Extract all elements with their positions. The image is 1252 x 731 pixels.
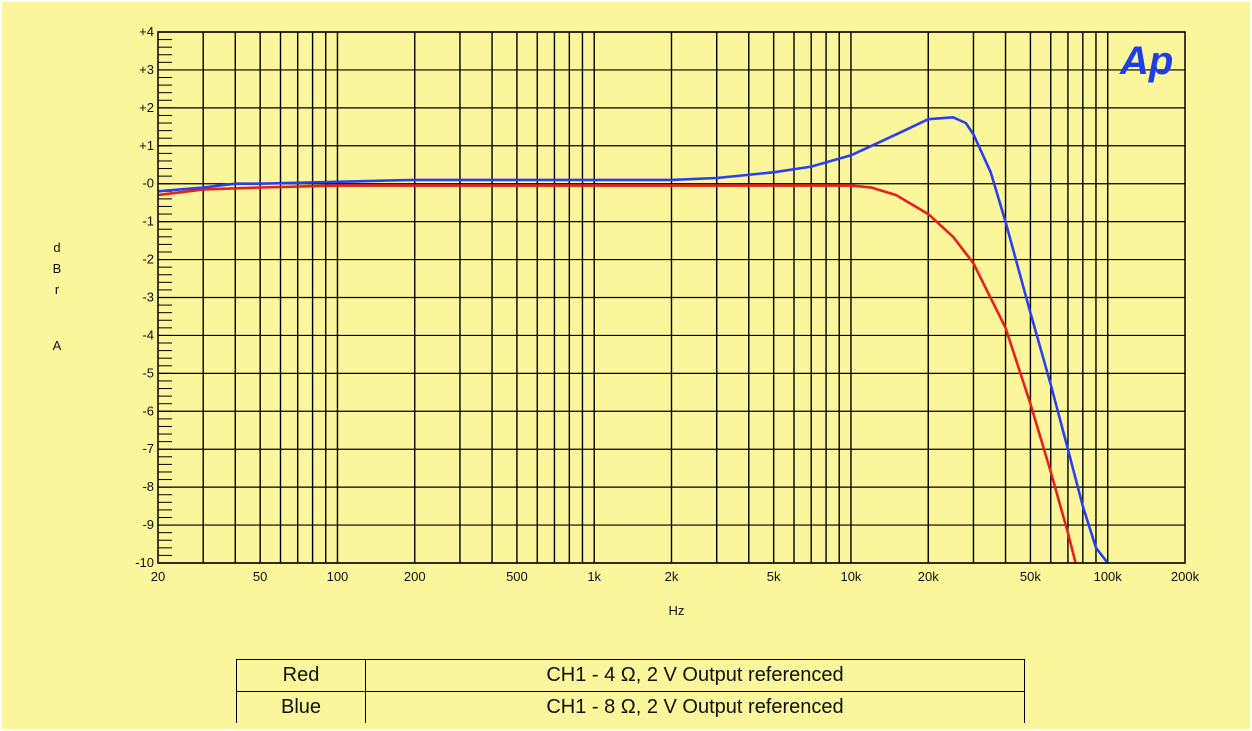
y-tick-labels: +4 +3 +2 +1 -0 -1 -2 -3 -4 -5 -6 -7 -8 -9 -10	[135, 24, 154, 570]
x-tick-label: 50k	[1020, 569, 1041, 584]
x-tick-label: 1k	[587, 569, 601, 584]
x-tick-label: 100	[327, 569, 349, 584]
legend-series-name: Red	[236, 659, 366, 692]
series-line-1	[157, 116, 1109, 564]
y-tick-label: -3	[142, 290, 154, 305]
legend-series-description: CH1 - 4 Ω, 2 V Output referenced	[365, 659, 1025, 692]
y-axis-label-letter: r	[55, 282, 60, 297]
x-tick-label: 100k	[1094, 569, 1123, 584]
y-tick-label: -4	[142, 327, 154, 342]
legend-row: Blue CH1 - 8 Ω, 2 V Output referenced	[236, 691, 1025, 723]
plot-frame	[157, 31, 1186, 564]
y-tick-label: -1	[142, 214, 154, 229]
y-tick-label: -9	[142, 517, 154, 532]
y-tick-label: -6	[142, 403, 154, 418]
x-tick-label: 10k	[840, 569, 861, 584]
x-tick-label: 20	[151, 569, 165, 584]
y-tick-label: -5	[142, 365, 154, 380]
y-tick-label: +2	[139, 100, 154, 115]
series-line-0	[157, 184, 1077, 564]
y-tick-label: +4	[139, 24, 154, 39]
major-grid	[158, 31, 1185, 564]
legend-row: Red CH1 - 4 Ω, 2 V Output referenced	[236, 659, 1025, 692]
y-tick-label: -2	[142, 252, 154, 267]
legend-series-description: CH1 - 8 Ω, 2 V Output referenced	[365, 691, 1025, 723]
y-tick-label: -7	[142, 441, 154, 456]
legend-table: Red CH1 - 4 Ω, 2 V Output referenced Blu…	[236, 659, 1025, 723]
y-tick-label: -8	[142, 479, 154, 494]
audio-precision-logo: Ap	[1119, 39, 1173, 83]
x-tick-label: 5k	[767, 569, 781, 584]
y-tick-label: +1	[139, 138, 154, 153]
y-axis-label: dBr A	[53, 240, 62, 353]
x-axis-label: Hz	[669, 603, 685, 618]
y-axis-label-letter: A	[53, 338, 62, 353]
x-tick-label: 2k	[665, 569, 679, 584]
x-tick-label: 50	[253, 569, 267, 584]
x-tick-label: 500	[506, 569, 528, 584]
x-tick-labels: 20 50 100 200 500 1k 2k 5k 10k 20k 50k 100k 200k	[151, 569, 1200, 584]
x-tick-label: 200k	[1171, 569, 1200, 584]
x-tick-label: 20k	[918, 569, 939, 584]
y-tick-label: -10	[135, 555, 154, 570]
x-tick-label: 200	[404, 569, 426, 584]
y-tick-label: +3	[139, 62, 154, 77]
y-axis-label-letter: B	[53, 261, 62, 276]
y-tick-label: -0	[142, 176, 154, 191]
y-axis-label-letter: d	[53, 240, 60, 255]
legend-series-name: Blue	[236, 691, 366, 723]
series-layer	[157, 116, 1109, 564]
